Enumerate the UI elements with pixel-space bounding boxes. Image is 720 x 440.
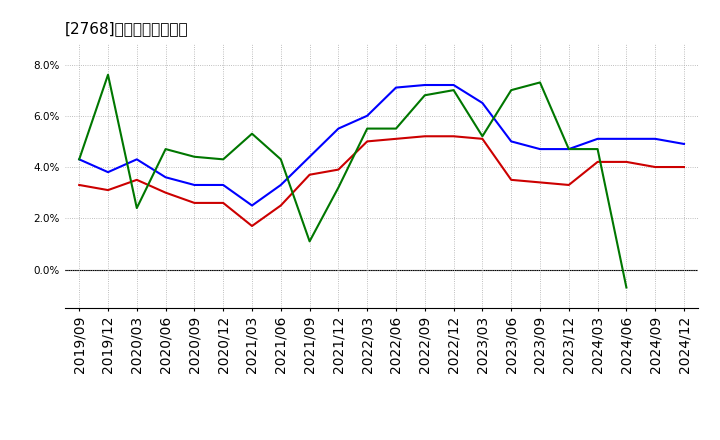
Text: [2768]　マージンの推移: [2768] マージンの推移 — [65, 21, 189, 36]
